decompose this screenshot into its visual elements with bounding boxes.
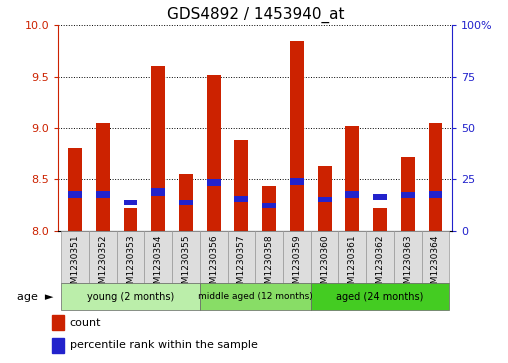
Text: GSM1230364: GSM1230364 [431, 234, 440, 295]
Text: GSM1230359: GSM1230359 [293, 234, 301, 295]
Bar [151, 66, 165, 231]
Text: aged (24 months): aged (24 months) [336, 292, 424, 302]
Bar [235, 140, 248, 231]
Bar [394, 231, 422, 283]
Bar [68, 191, 82, 198]
Text: GSM1230363: GSM1230363 [403, 234, 412, 295]
Bar [207, 179, 220, 187]
Bar [144, 231, 172, 283]
Bar [366, 231, 394, 283]
Text: GSM1230355: GSM1230355 [181, 234, 190, 295]
Bar [290, 178, 304, 185]
Text: GSM1230353: GSM1230353 [126, 234, 135, 295]
Bar [311, 231, 338, 283]
Text: GSM1230360: GSM1230360 [320, 234, 329, 295]
Bar [318, 197, 332, 202]
Bar [256, 231, 283, 283]
Text: GSM1230362: GSM1230362 [375, 234, 385, 295]
Bar [283, 231, 311, 283]
Text: GSM1230356: GSM1230356 [209, 234, 218, 295]
Bar [68, 148, 82, 231]
Bar [200, 231, 228, 283]
Text: GSM1230361: GSM1230361 [348, 234, 357, 295]
Bar [422, 231, 450, 283]
Text: middle aged (12 months): middle aged (12 months) [198, 292, 312, 301]
Bar [401, 157, 415, 231]
Bar [290, 41, 304, 231]
Bar [207, 75, 220, 231]
Bar [96, 191, 110, 198]
Bar [228, 231, 256, 283]
Bar [89, 231, 117, 283]
Bar [52, 338, 64, 353]
Bar [96, 123, 110, 231]
Text: young (2 months): young (2 months) [87, 292, 174, 302]
Bar [338, 231, 366, 283]
Bar [123, 200, 138, 205]
Text: count: count [70, 318, 101, 328]
Bar [52, 315, 64, 330]
Bar [311, 283, 450, 310]
Text: GSM1230352: GSM1230352 [98, 234, 107, 295]
Bar [373, 193, 387, 200]
Bar [345, 126, 359, 231]
Text: GSM1230351: GSM1230351 [71, 234, 80, 295]
Bar [179, 174, 193, 231]
Text: GSM1230357: GSM1230357 [237, 234, 246, 295]
Bar [429, 191, 442, 198]
Bar [61, 231, 89, 283]
Bar [345, 191, 359, 198]
Bar [262, 187, 276, 231]
Bar [235, 196, 248, 202]
Text: GSM1230358: GSM1230358 [265, 234, 274, 295]
Bar [429, 123, 442, 231]
Bar [401, 192, 415, 198]
Title: GDS4892 / 1453940_at: GDS4892 / 1453940_at [167, 7, 344, 23]
Bar [172, 231, 200, 283]
Text: percentile rank within the sample: percentile rank within the sample [70, 340, 258, 350]
Text: age  ►: age ► [17, 292, 53, 302]
Bar [318, 166, 332, 231]
Bar [61, 283, 200, 310]
Bar [151, 188, 165, 196]
Bar [117, 231, 144, 283]
Bar [373, 208, 387, 231]
Bar [179, 200, 193, 205]
Text: GSM1230354: GSM1230354 [154, 234, 163, 295]
Bar [123, 208, 138, 231]
Bar [200, 283, 311, 310]
Bar [262, 203, 276, 208]
